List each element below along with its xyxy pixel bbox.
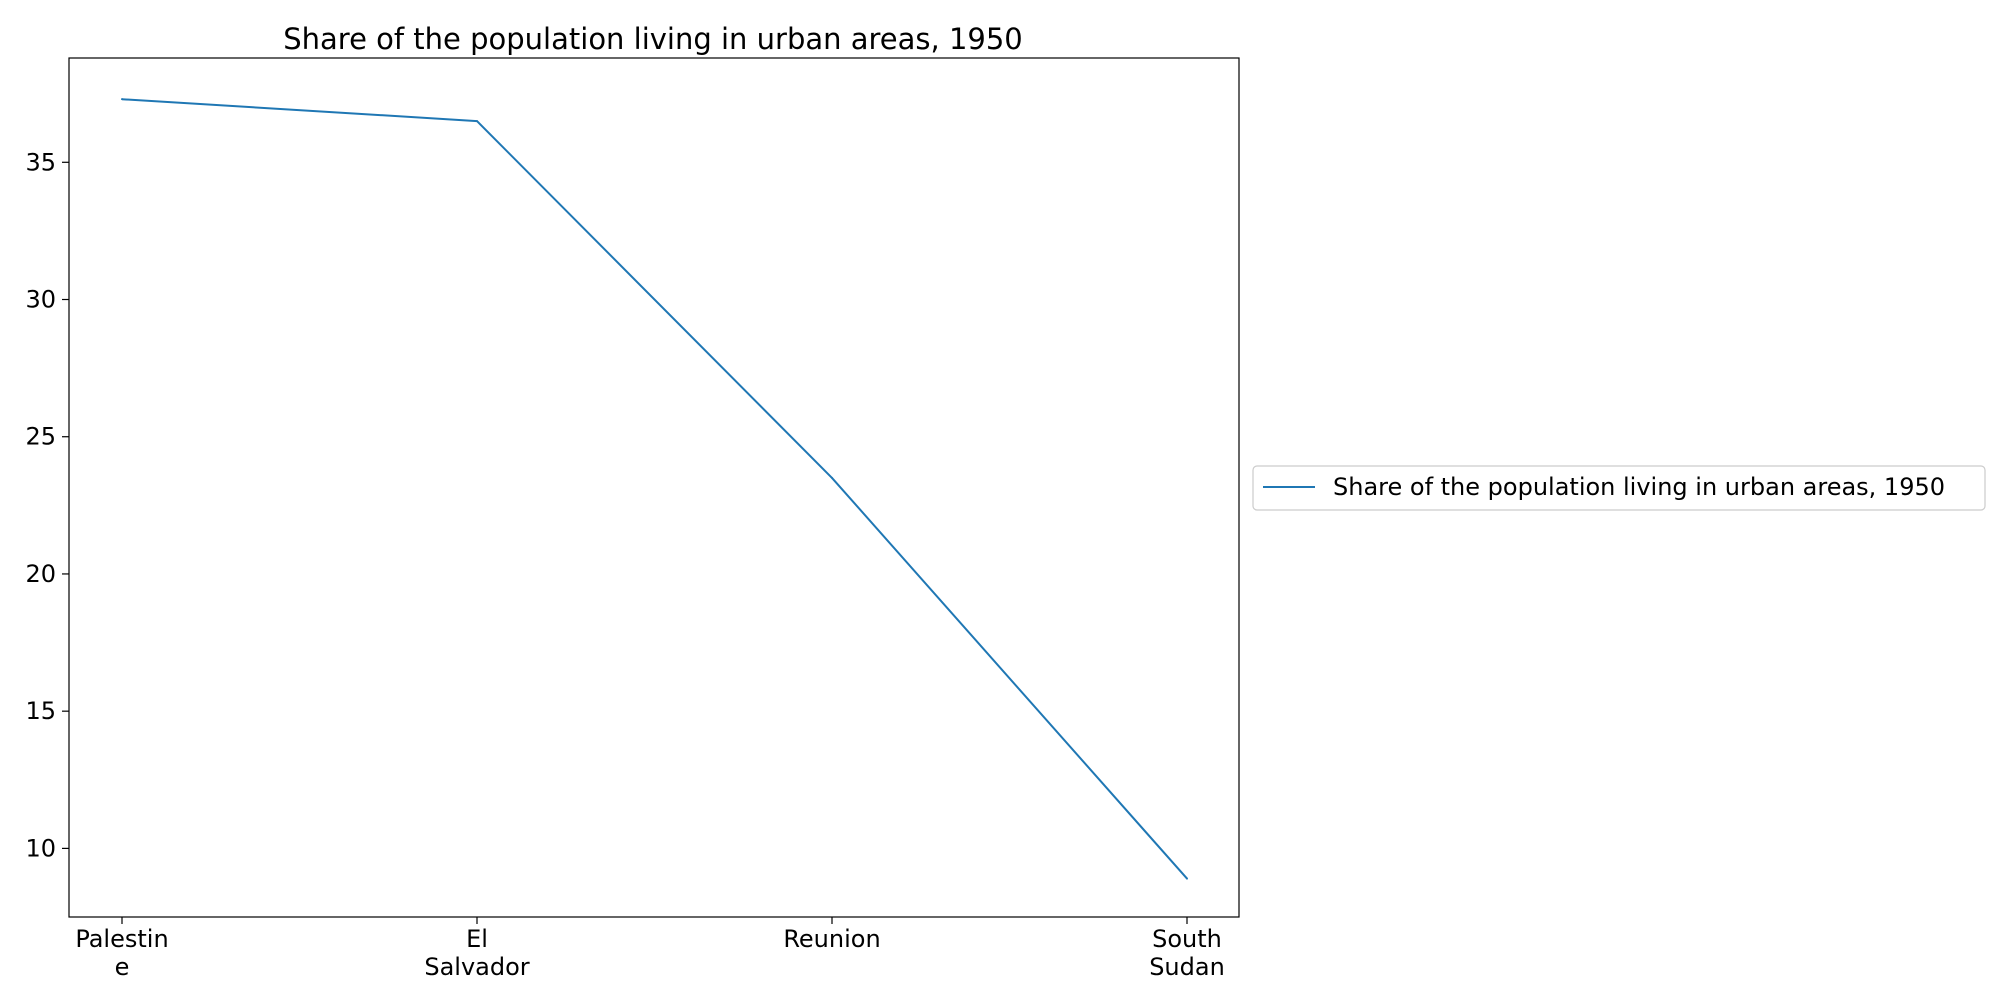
x-tick-label: Reunion: [783, 925, 880, 953]
y-tick-label: 10: [25, 834, 56, 862]
data-point: [831, 476, 833, 479]
y-tick-label: 35: [25, 148, 56, 176]
y-tick-label: 20: [25, 560, 56, 588]
series-layer: [121, 98, 1188, 880]
legend[interactable]: Share of the population living in urban …: [1252, 465, 1986, 511]
plot-area: [68, 57, 1240, 918]
x-tick-label: South: [1152, 925, 1222, 953]
legend-box: [1252, 465, 1986, 511]
x-tick-label: Sudan: [1149, 953, 1225, 981]
x-tick-label: Salvador: [424, 953, 529, 981]
y-tick-label: 25: [25, 423, 56, 451]
y-axis: 10 15 20 25 30 35: [25, 148, 69, 862]
y-tick-label: 15: [25, 697, 56, 725]
data-point: [476, 120, 478, 123]
x-tick-label: El: [466, 925, 488, 953]
y-tick-label: 30: [25, 286, 56, 314]
legend-label: Share of the population living in urban …: [1333, 473, 1945, 501]
chart-title: Share of the population living in urban …: [283, 22, 1023, 56]
x-tick-label: e: [115, 953, 130, 981]
data-point: [121, 98, 123, 101]
series-line: [121, 98, 1188, 880]
x-tick-label: Palestin: [75, 925, 168, 953]
data-point: [1186, 877, 1188, 880]
